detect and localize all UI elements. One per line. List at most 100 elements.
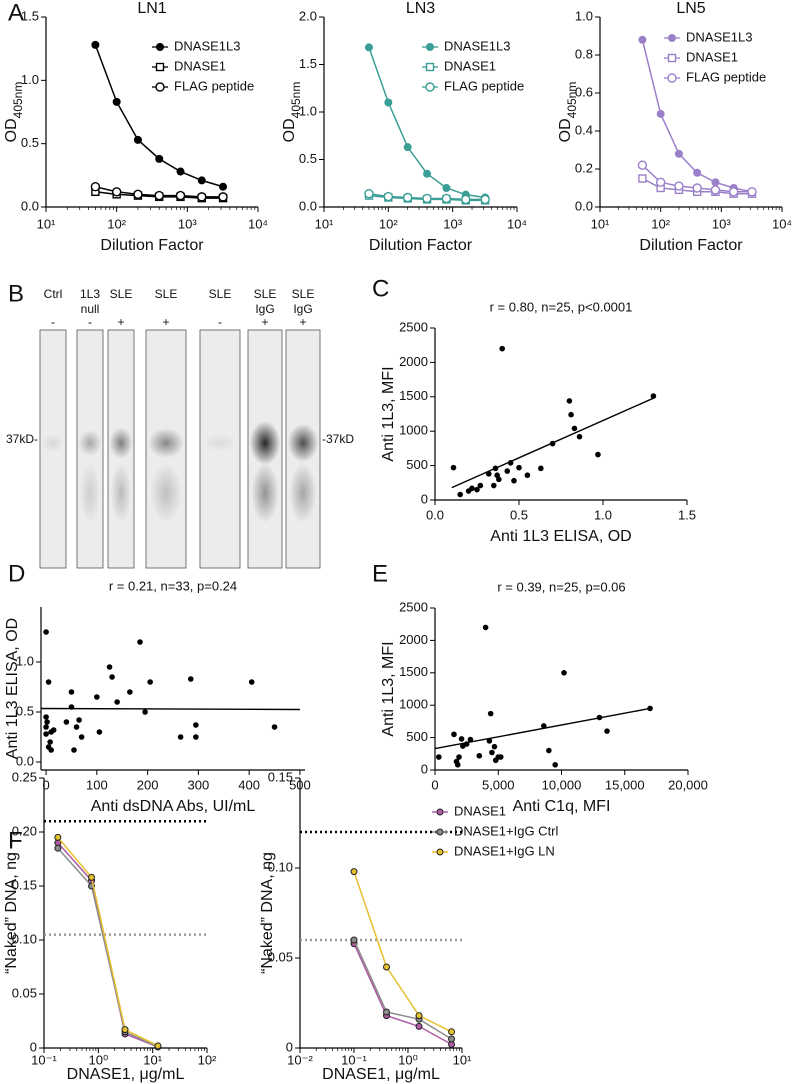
marker xyxy=(384,98,393,107)
marker xyxy=(364,43,373,52)
y-tick-label: 500 xyxy=(406,729,428,744)
y-tick-label: 1.0 xyxy=(16,653,34,668)
blot-smear xyxy=(289,463,317,523)
point xyxy=(467,736,474,743)
marker xyxy=(88,873,96,881)
lane-label: null xyxy=(81,302,100,316)
x-axis-label: Anti 1L3 ELISA, OD xyxy=(490,528,631,545)
legend-marker xyxy=(425,62,435,72)
point xyxy=(474,486,480,493)
y-tick-label: 0.5 xyxy=(21,135,39,150)
point xyxy=(193,734,199,740)
point xyxy=(127,689,133,695)
point xyxy=(43,731,49,737)
point xyxy=(458,736,465,742)
lane-label: SLE xyxy=(110,287,133,301)
y-axis-label: “Naked” DNA, ng xyxy=(3,852,20,974)
point xyxy=(177,734,184,740)
point xyxy=(45,679,52,685)
point xyxy=(492,465,499,472)
series-line xyxy=(57,836,159,1047)
y-axis-label-main: Anti 1L3, MFI xyxy=(380,366,397,461)
x-tick-label: 400 xyxy=(238,777,260,792)
point xyxy=(137,639,143,645)
point xyxy=(147,679,153,685)
marker xyxy=(155,154,164,163)
x-tick-label: 10³ xyxy=(443,216,462,231)
y-axis-label-main: OD xyxy=(281,118,298,142)
point xyxy=(482,624,489,631)
chart-title: LN1 xyxy=(137,0,166,17)
lane-label: Ctrl xyxy=(44,287,63,301)
mw-marker: -37kD xyxy=(322,432,354,446)
lane-label: SLE xyxy=(254,287,277,301)
marker xyxy=(655,177,666,188)
x-tick-label: 10² xyxy=(198,1052,217,1067)
x-tick-label: 10¹ xyxy=(453,1052,472,1067)
point xyxy=(456,754,462,760)
marker xyxy=(415,1012,423,1020)
marker xyxy=(637,160,648,170)
series-line xyxy=(57,847,159,1048)
marker xyxy=(402,192,413,203)
lane-sign: - xyxy=(51,315,55,329)
point xyxy=(68,689,75,695)
lane-label: SLE xyxy=(209,287,232,301)
x-axis-label: Anti C1q, MFI xyxy=(513,798,611,815)
marker xyxy=(403,143,412,152)
y-axis-label: OD405nm xyxy=(3,82,25,143)
point xyxy=(76,717,82,723)
y-tick-label: 0.05 xyxy=(268,949,293,964)
point xyxy=(524,472,531,479)
x-tick-label: 10² xyxy=(107,216,126,231)
legend-label: DNASE1 xyxy=(454,803,506,818)
marker xyxy=(54,833,62,841)
legend-label: DNASE1L3 xyxy=(444,38,510,53)
y-tick-label: 1500 xyxy=(399,664,428,679)
y-axis-label-main: Anti 1L3, MFI xyxy=(380,641,397,736)
y-tick-label: 0.8 xyxy=(575,46,593,61)
point xyxy=(142,709,148,715)
point xyxy=(571,425,578,432)
x-tick-label: 100 xyxy=(86,777,108,792)
y-axis-label-main: “Naked” DNA, ng xyxy=(3,852,20,974)
point xyxy=(476,752,483,759)
point xyxy=(187,676,194,682)
point xyxy=(546,747,552,754)
marker xyxy=(710,185,721,195)
lane-label: IgG xyxy=(255,302,274,316)
point xyxy=(48,747,54,753)
y-axis-label: OD405nm xyxy=(557,82,579,143)
y-axis-label: Anti 1L3 ELISA, OD xyxy=(4,618,21,759)
legend-label: DNASE1L3 xyxy=(686,29,752,44)
point xyxy=(463,741,470,747)
point xyxy=(248,679,255,685)
point xyxy=(516,464,522,471)
marker xyxy=(448,1035,456,1043)
point xyxy=(457,491,464,498)
point xyxy=(477,482,484,489)
marker xyxy=(197,192,207,202)
marker xyxy=(461,194,471,205)
marker xyxy=(448,1028,456,1036)
x-tick-label: 10⁻¹ xyxy=(341,1052,367,1067)
x-tick-label: 10,000 xyxy=(542,777,582,792)
x-tick-label: 10⁴ xyxy=(772,216,792,231)
legend-marker xyxy=(668,34,676,42)
marker xyxy=(218,192,228,202)
blot-band xyxy=(287,423,319,463)
x-tick-label: 1.5 xyxy=(678,507,696,522)
y-tick-label: 0.0 xyxy=(21,198,39,213)
x-tick-label: 10² xyxy=(651,216,670,231)
point xyxy=(63,719,70,725)
point xyxy=(647,705,653,712)
x-tick-label: 15,000 xyxy=(605,777,645,792)
x-tick-label: 10⁻¹ xyxy=(31,1052,57,1067)
legend-marker xyxy=(155,82,165,92)
marker xyxy=(480,194,490,205)
lane-sign: + xyxy=(261,315,268,329)
panel-label: F xyxy=(8,827,23,854)
y-axis-label-main: OD xyxy=(557,118,574,142)
marker xyxy=(121,1026,129,1034)
lane-label: SLE xyxy=(292,287,315,301)
